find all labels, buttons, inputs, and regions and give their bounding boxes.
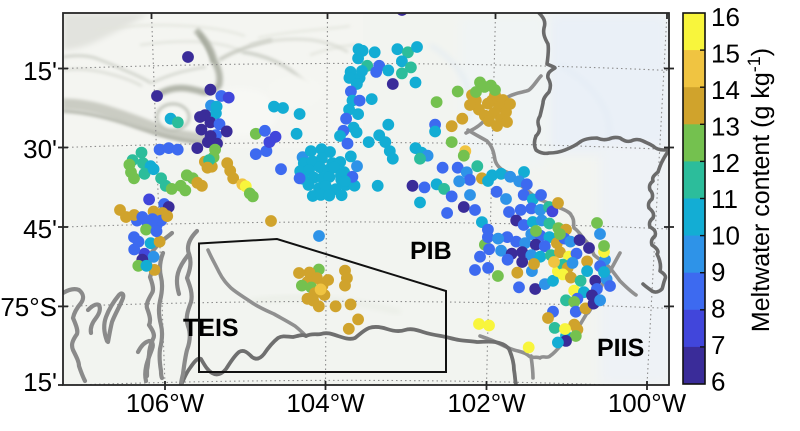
svg-text:15': 15' [23, 56, 57, 86]
svg-text:TEIS: TEIS [183, 314, 239, 342]
svg-text:106°W: 106°W [126, 388, 205, 418]
svg-text:14: 14 [711, 75, 740, 105]
svg-text:8: 8 [711, 294, 725, 324]
svg-text:9: 9 [711, 257, 725, 287]
svg-text:PIB: PIB [410, 237, 452, 265]
svg-text:13: 13 [711, 111, 740, 141]
svg-text:104°W: 104°W [286, 388, 365, 418]
svg-text:11: 11 [711, 184, 738, 214]
svg-text:45': 45' [23, 214, 57, 244]
svg-text:PIIS: PIIS [597, 334, 644, 362]
svg-text:75°S: 75°S [0, 292, 57, 322]
svg-text:10: 10 [711, 221, 740, 251]
svg-text:Meltwater content (g kg-1): Meltwater content (g kg-1) [744, 48, 775, 332]
svg-text:100°W: 100°W [608, 388, 687, 418]
svg-text:6: 6 [711, 367, 725, 397]
svg-text:102°W: 102°W [447, 388, 526, 418]
svg-text:7: 7 [711, 330, 725, 360]
svg-text:16: 16 [711, 2, 740, 32]
svg-text:15: 15 [711, 38, 740, 68]
svg-text:15': 15' [23, 367, 57, 397]
svg-text:30': 30' [23, 134, 57, 164]
svg-text:12: 12 [711, 148, 740, 178]
